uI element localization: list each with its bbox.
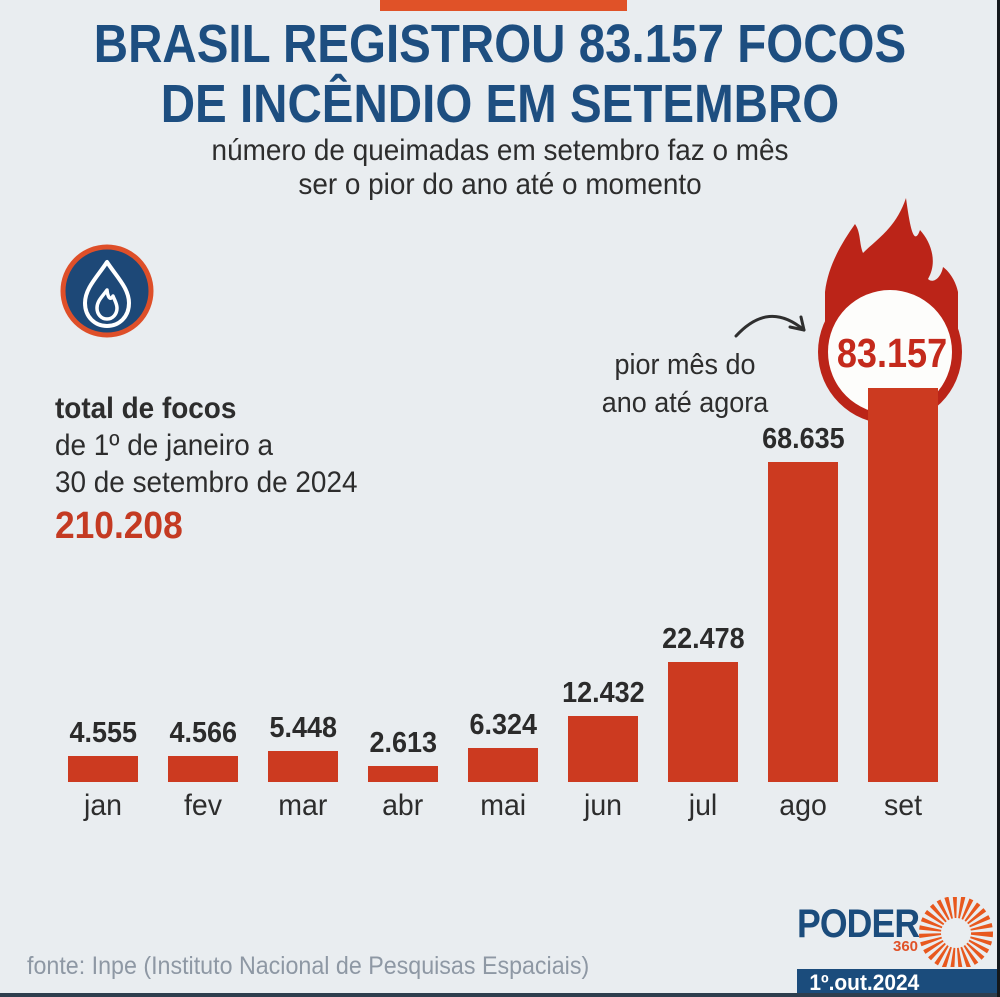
- bar-month-label: ago: [779, 789, 827, 822]
- bar-value-label: 5.448: [269, 712, 337, 744]
- bar-group: 68.635 ago: [753, 423, 853, 822]
- bar-month-label: mai: [480, 789, 526, 822]
- bar: [368, 766, 438, 782]
- bar-group: 22.478 jul: [653, 623, 753, 822]
- bar-group: 83.157 set: [853, 388, 953, 822]
- header: BRASIL REGISTROU 83.157 FOCOS DE INCÊNDI…: [0, 14, 1000, 134]
- source-note: fonte: Inpe (Instituto Nacional de Pesqu…: [27, 952, 590, 980]
- date-badge: 1º.out.2024: [797, 969, 997, 996]
- bar-month-label: abr: [382, 789, 424, 822]
- bar-value-label: 22.478: [661, 623, 745, 655]
- bar: [268, 751, 338, 782]
- highlight-value: 83.157: [836, 330, 948, 376]
- bar-value-label: 68.635: [761, 423, 845, 455]
- annotation-line1: pior mês do: [614, 349, 756, 381]
- sunburst-icon: [919, 897, 993, 967]
- page-title-line2: DE INCÊNDIO EM SETEMBRO: [160, 74, 840, 134]
- poder360-logo-text: PODER: [797, 902, 920, 946]
- summary-period-line2: 30 de setembro de 2024: [55, 466, 358, 499]
- subtitle-line2: ser o pior do ano até o momento: [298, 168, 702, 201]
- bar: [668, 662, 738, 782]
- subtitle: número de queimadas em setembro faz o mê…: [0, 134, 1000, 202]
- right-border: [997, 0, 1000, 997]
- bar-month-label: jan: [83, 789, 123, 822]
- subtitle-line1: número de queimadas em setembro faz o mê…: [211, 134, 789, 167]
- flame-icon: [60, 244, 154, 338]
- bar-group: 2.613 abr: [353, 727, 453, 822]
- bar: [168, 756, 238, 782]
- bar-group: 4.555 jan: [53, 717, 153, 822]
- bar: [868, 388, 938, 782]
- annotation-line2: ano até agora: [601, 387, 769, 419]
- summary-title: total de focos: [55, 392, 237, 425]
- bar-value-label: 2.613: [369, 727, 437, 759]
- bar-group: 5.448 mar: [253, 712, 353, 822]
- bar-month-label: fev: [183, 789, 223, 822]
- bar-value-label: 4.555: [69, 717, 137, 749]
- bar: [468, 748, 538, 782]
- top-accent-bar: [380, 0, 627, 11]
- bar-value-label: 12.432: [561, 677, 645, 709]
- summary-period-line1: de 1º de janeiro a: [55, 429, 274, 462]
- bar-month-label: jul: [688, 789, 718, 822]
- bar-month-label: mar: [278, 789, 328, 822]
- summary-block: total de focos de 1º de janeiro a 30 de …: [55, 390, 357, 548]
- bar-value-label: 4.566: [169, 717, 237, 749]
- curved-arrow-icon: [734, 315, 806, 338]
- bar-month-label: set: [883, 789, 923, 822]
- annotation: pior mês do ano até agora: [573, 346, 796, 422]
- bar-value-label: 6.324: [469, 709, 537, 741]
- summary-total-value: 210.208: [55, 505, 183, 547]
- page-title-line1: BRASIL REGISTROU 83.157 FOCOS: [93, 14, 907, 74]
- bar-group: 4.566 fev: [153, 717, 253, 822]
- bar: [568, 716, 638, 782]
- date-badge-text: 1º.out.2024: [809, 970, 920, 995]
- bar-group: 6.324 mai: [453, 709, 553, 822]
- bar-month-label: jun: [583, 789, 623, 822]
- bottom-border: [0, 993, 1000, 997]
- bar: [768, 462, 838, 782]
- bar: [68, 756, 138, 782]
- bar-group: 12.432 jun: [553, 677, 653, 822]
- poder360-logo-360: 360: [893, 938, 919, 955]
